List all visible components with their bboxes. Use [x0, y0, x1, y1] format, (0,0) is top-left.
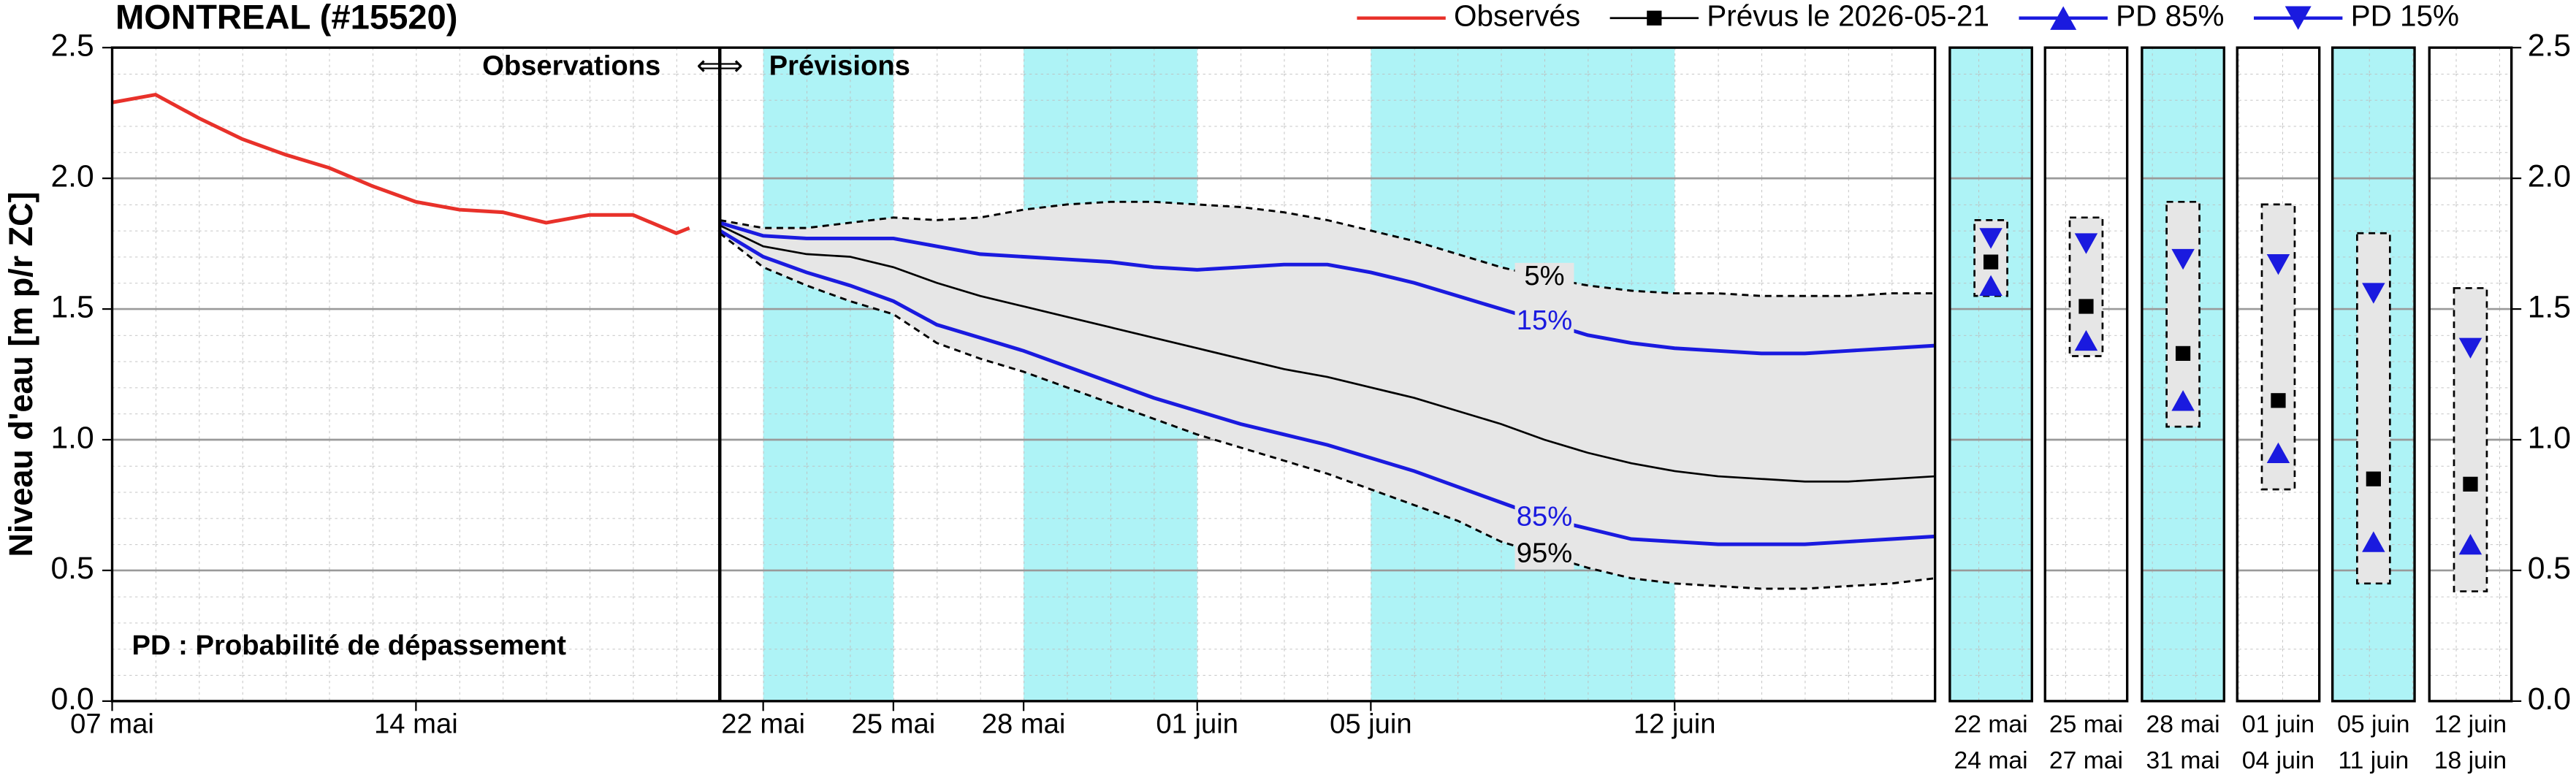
- marker-triangle-down: [2285, 6, 2312, 30]
- marker-triangle-up: [2266, 442, 2290, 464]
- panel-frame: [2236, 46, 2321, 703]
- plot-frame: [110, 46, 1937, 703]
- inline-label-bg: [1514, 540, 1574, 570]
- panel-label: 22 mai: [1954, 710, 2028, 738]
- marker-triangle-down: [2074, 233, 2098, 254]
- y2-tick-label: 0.5: [2528, 551, 2571, 586]
- annotation: PD : Probabilité de dépassement: [132, 630, 566, 661]
- y-tick-label: 1.5: [50, 289, 94, 324]
- marker-triangle-up: [2458, 533, 2482, 555]
- inline-label-bg: [1514, 307, 1574, 337]
- panel-frame: [2141, 46, 2225, 703]
- panel-label: 12 juin: [2434, 710, 2507, 738]
- marker-triangle-up: [2050, 6, 2077, 30]
- marker-square: [2463, 476, 2478, 492]
- panel-label: 04 juin: [2242, 747, 2314, 774]
- marker-triangle-up: [2362, 531, 2385, 552]
- series-line: [112, 93, 690, 235]
- y-tick-label: 0.0: [50, 682, 94, 717]
- marker-square: [2366, 471, 2381, 486]
- x-tick-label: 14 mai: [374, 709, 458, 740]
- y2-tick-label: 1.5: [2528, 289, 2571, 324]
- panel-label: 05 juin: [2337, 710, 2409, 738]
- range-box: [2165, 200, 2200, 428]
- x-tick-label: 25 mai: [852, 709, 936, 740]
- marker-triangle-down: [2362, 283, 2385, 304]
- legend-label: PD 15%: [2351, 0, 2459, 32]
- marker-triangle-up: [1979, 275, 2003, 297]
- x-tick-label: 28 mai: [982, 709, 1066, 740]
- marker-triangle-down: [1979, 228, 2003, 249]
- inline-label: 5%: [1524, 260, 1564, 291]
- marker-triangle-up: [2074, 329, 2098, 351]
- legend-label: Prévus le 2026-05-21: [1707, 0, 1989, 32]
- panel-minor-grid: [1949, 47, 2032, 701]
- y2-tick-label: 0.0: [2528, 682, 2571, 717]
- marker-square: [1647, 10, 1662, 26]
- panel-label: 25 mai: [2049, 710, 2123, 738]
- panel-label: 27 mai: [2049, 747, 2123, 774]
- inline-label: 85%: [1517, 500, 1572, 532]
- marker-square: [2078, 299, 2094, 314]
- series-line: [719, 221, 1935, 356]
- marker-square: [2175, 345, 2191, 362]
- annotation: Prévisions: [769, 50, 910, 81]
- marker-square: [1983, 254, 1999, 270]
- y-axis-label: Niveau d'eau [m p/r ZC]: [2, 191, 39, 557]
- panel-label: 01 juin: [2242, 710, 2314, 738]
- marker-triangle-down: [2266, 254, 2290, 275]
- series-line: [719, 232, 1935, 590]
- marker-triangle-down: [2171, 248, 2195, 270]
- y2-tick-label: 2.5: [2528, 28, 2571, 63]
- y-tick-label: 2.5: [50, 28, 94, 63]
- panel-frame: [2331, 46, 2416, 703]
- marker-triangle-down: [2458, 337, 2482, 359]
- y2-tick-label: 2.0: [2528, 159, 2571, 194]
- marker-triangle-up: [2171, 390, 2195, 411]
- panel-label: 11 juin: [2338, 747, 2409, 774]
- series-line: [719, 200, 1935, 297]
- annotation: Observations: [482, 50, 660, 81]
- panel-minor-grid: [2045, 47, 2127, 701]
- range-box: [2260, 203, 2296, 491]
- inline-label-bg: [1514, 262, 1574, 293]
- panel-label: 24 mai: [1954, 747, 2028, 774]
- panel-label: 18 juin: [2434, 747, 2507, 774]
- panel-frame: [1948, 46, 2033, 703]
- y2-tick-label: 1.0: [2528, 420, 2571, 455]
- exceedance-band: [720, 202, 1935, 589]
- x-tick-label: 01 juin: [1156, 709, 1238, 740]
- series-line: [719, 224, 1935, 483]
- chart-title: MONTREAL (#15520): [115, 0, 458, 37]
- x-tick-label: 12 juin: [1634, 709, 1716, 740]
- legend-label: Observés: [1454, 0, 1580, 32]
- panel-frame: [2043, 46, 2129, 703]
- inline-label-bg: [1514, 503, 1574, 533]
- y-tick-label: 2.0: [50, 159, 94, 194]
- panel-frame: [2428, 46, 2513, 703]
- panel-label: 28 mai: [2146, 710, 2220, 738]
- x-tick-label: 07 mai: [70, 709, 154, 740]
- series-line: [718, 229, 1935, 546]
- y-tick-label: 1.0: [50, 420, 94, 455]
- marker-square: [2271, 393, 2286, 408]
- legend-label: PD 85%: [2116, 0, 2224, 32]
- panel-label: 31 mai: [2146, 747, 2220, 774]
- y-tick-label: 0.5: [50, 551, 94, 586]
- x-tick-label: 22 mai: [721, 709, 805, 740]
- annotation: ⇐⇒: [696, 50, 743, 81]
- x-tick-label: 05 juin: [1330, 709, 1412, 740]
- inline-label: 15%: [1517, 305, 1572, 336]
- inline-label: 95%: [1517, 538, 1572, 569]
